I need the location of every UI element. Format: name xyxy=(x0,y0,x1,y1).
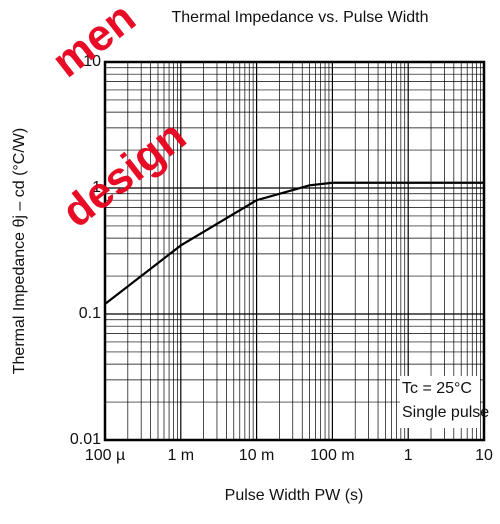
annotation: Single pulse xyxy=(402,404,489,421)
data-line xyxy=(104,181,484,305)
x-tick-label: 10 xyxy=(475,447,493,464)
x-tick-label: 1 m xyxy=(167,447,194,464)
y-tick-label: 0.01 xyxy=(70,431,101,448)
y-axis-label: Thermal Impedance θj – cd (°C/W) xyxy=(11,128,28,374)
annotation: Tc = 25°C xyxy=(402,380,472,397)
annotation-box xyxy=(400,376,480,428)
y-tick-label: 1 xyxy=(92,179,101,196)
y-tick-label: 10 xyxy=(83,53,101,70)
x-tick-label: 10 m xyxy=(239,447,275,464)
x-tick-label: 100 µ xyxy=(85,447,125,464)
x-tick-label: 1 xyxy=(404,447,413,464)
y-tick-label: 0.1 xyxy=(79,305,101,322)
chart-title: Thermal Impedance vs. Pulse Width xyxy=(172,9,429,26)
watermark: men design xyxy=(43,0,195,237)
plot-frame xyxy=(103,60,486,442)
x-axis-label: Pulse Width PW (s) xyxy=(225,487,364,504)
x-tick-label: 100 m xyxy=(310,447,354,464)
